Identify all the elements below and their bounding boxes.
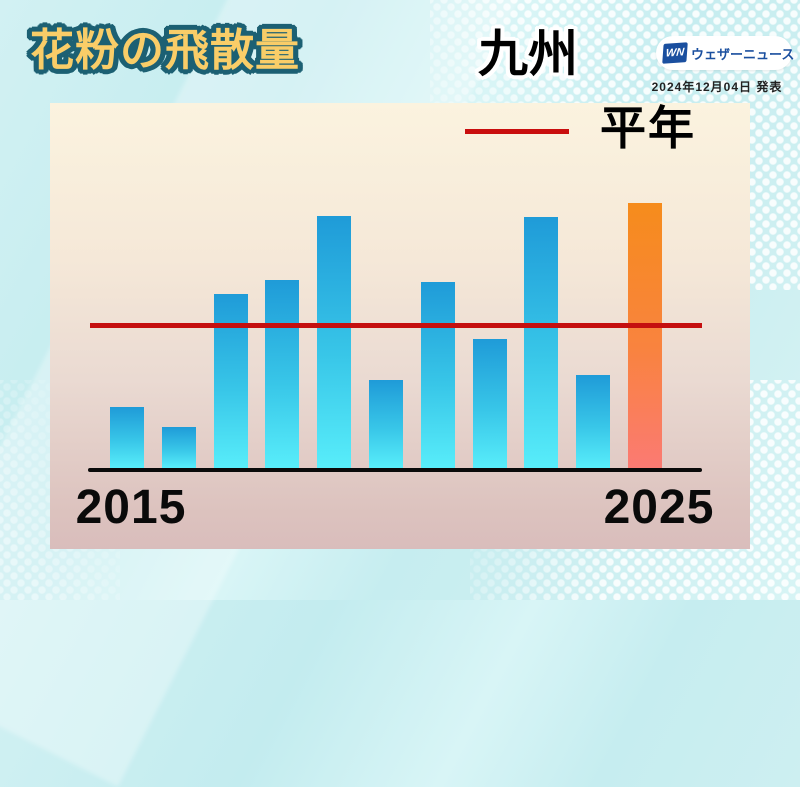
legend-normal-label: 平年 — [600, 102, 696, 154]
legend-normal-line-swatch — [465, 129, 569, 134]
weathernews-logo-text: ウェザーニュース — [691, 46, 795, 62]
x-axis-line — [88, 468, 702, 472]
weathernews-logo-icon: WN — [662, 42, 688, 64]
bar-2018 — [265, 279, 300, 468]
bar-2021 — [420, 282, 455, 468]
region-title: 九州 — [478, 26, 578, 82]
weathernews-logo: WN ウェザーニュース — [656, 36, 795, 70]
bars — [50, 103, 750, 549]
bar-2020 — [369, 379, 403, 468]
x-axis-label-start: 2015 — [75, 481, 187, 534]
x-axis-label-end: 2025 — [603, 481, 715, 534]
bar-2019 — [317, 215, 352, 468]
page-title: 花粉の飛散量 — [30, 26, 300, 75]
bar-2023 — [524, 217, 559, 468]
bar-2017 — [213, 294, 248, 468]
chart-panel: 平年 2015 2025 — [50, 102, 750, 549]
bar-2016 — [161, 427, 196, 468]
announce-date: 2024年12月04日 発表 — [651, 80, 783, 94]
bar-2022 — [472, 338, 507, 468]
app-background: { "header": { "title": "花粉の飛散量", "region… — [0, 0, 800, 600]
bar-2025 — [628, 202, 662, 468]
bar-2024 — [576, 375, 611, 468]
bar-2015 — [110, 407, 144, 468]
normal-value-line — [90, 323, 702, 328]
